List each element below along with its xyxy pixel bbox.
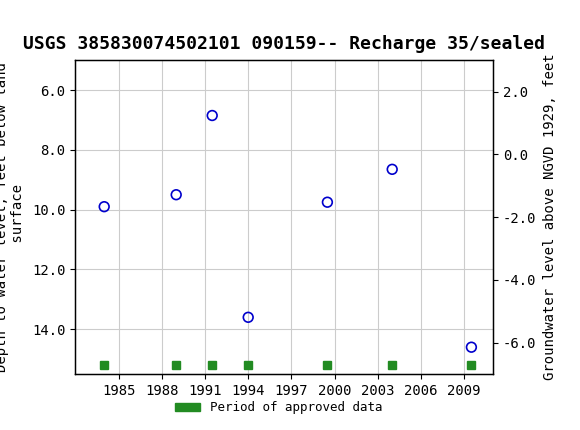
Point [208,112,217,119]
Point [467,344,476,350]
Point [322,199,332,206]
Legend: Period of approved data: Period of approved data [169,396,387,419]
Title: USGS 385830074502101 090159-- Recharge 35/sealed: USGS 385830074502101 090159-- Recharge 3… [23,35,545,53]
Point [387,166,397,173]
Text: ╳USGS: ╳USGS [3,12,74,34]
Y-axis label: Depth to water level, feet below land
 surface: Depth to water level, feet below land su… [0,62,26,372]
Point [172,191,181,198]
Point [100,203,109,210]
Y-axis label: Groundwater level above NGVD 1929, feet: Groundwater level above NGVD 1929, feet [543,54,557,381]
Point [244,314,253,321]
